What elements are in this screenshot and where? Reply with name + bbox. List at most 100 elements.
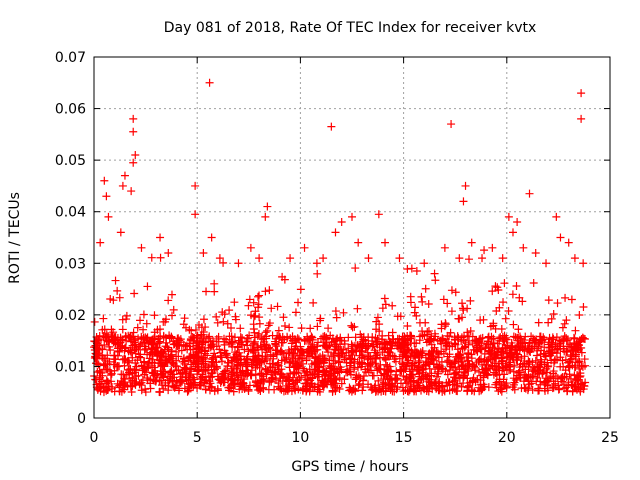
- data-point: [212, 312, 221, 321]
- data-point: [438, 334, 447, 343]
- data-point: [348, 342, 357, 351]
- data-point: [253, 292, 262, 301]
- data-point: [286, 369, 295, 378]
- y-tick-label: 0.03: [55, 256, 86, 272]
- data-point: [249, 325, 258, 334]
- data-point: [125, 370, 134, 379]
- data-point: [244, 301, 253, 310]
- data-point: [386, 385, 395, 394]
- data-point: [247, 311, 256, 320]
- data-point: [229, 362, 238, 371]
- data-point: [185, 339, 194, 348]
- data-point: [99, 383, 108, 392]
- data-point: [407, 361, 416, 370]
- data-point: [494, 345, 503, 354]
- data-point: [103, 351, 112, 360]
- data-point: [334, 344, 343, 353]
- data-point: [421, 284, 430, 293]
- data-point: [474, 337, 483, 346]
- data-point: [327, 122, 336, 131]
- data-point: [525, 189, 534, 198]
- data-point: [137, 243, 146, 252]
- data-point: [570, 254, 579, 263]
- data-point: [247, 366, 256, 375]
- data-point: [549, 334, 558, 343]
- data-point: [96, 368, 105, 377]
- data-point: [99, 332, 108, 341]
- data-point: [198, 357, 207, 366]
- data-point: [563, 335, 572, 344]
- data-point: [500, 334, 509, 343]
- data-point: [243, 370, 252, 379]
- data-point: [487, 332, 496, 341]
- data-point: [528, 358, 537, 367]
- data-point: [374, 364, 383, 373]
- data-point: [447, 120, 456, 129]
- data-point: [289, 349, 298, 358]
- data-point: [515, 293, 524, 302]
- data-point: [156, 253, 165, 262]
- data-point: [450, 357, 459, 366]
- data-point: [351, 387, 360, 396]
- data-point: [327, 352, 336, 361]
- data-point: [187, 326, 196, 335]
- data-point: [143, 374, 152, 383]
- data-point: [219, 334, 228, 343]
- data-point: [254, 351, 263, 360]
- data-point: [533, 373, 542, 382]
- data-point: [573, 358, 582, 367]
- data-point: [527, 379, 536, 388]
- x-tick-label: 20: [498, 430, 516, 446]
- data-point: [105, 342, 114, 351]
- data-point: [375, 327, 384, 336]
- data-point: [201, 347, 210, 356]
- data-point: [571, 326, 580, 335]
- data-point: [356, 374, 365, 383]
- data-point: [507, 346, 516, 355]
- data-point: [195, 336, 204, 345]
- data-point: [235, 339, 244, 348]
- data-point: [413, 367, 422, 376]
- data-point: [274, 334, 283, 343]
- data-point: [91, 341, 100, 350]
- data-point: [481, 344, 490, 353]
- data-point: [156, 233, 165, 242]
- data-point: [237, 337, 246, 346]
- data-point: [106, 371, 115, 380]
- data-point: [153, 325, 162, 334]
- data-point: [92, 343, 101, 352]
- data-point: [548, 384, 557, 393]
- data-point: [502, 383, 511, 392]
- data-point: [445, 378, 454, 387]
- data-point: [496, 385, 505, 394]
- data-point: [223, 319, 232, 328]
- data-point: [351, 333, 360, 342]
- data-point: [551, 340, 560, 349]
- data-point: [294, 385, 303, 394]
- data-point: [331, 387, 340, 396]
- data-point: [254, 329, 263, 338]
- data-point: [413, 381, 422, 390]
- data-point: [346, 370, 355, 379]
- data-point: [251, 307, 260, 316]
- data-point: [350, 322, 359, 331]
- data-point: [339, 308, 348, 317]
- x-tick-label: 15: [395, 430, 413, 446]
- data-point: [479, 315, 488, 324]
- tick-marks: [93, 56, 611, 419]
- data-point: [264, 385, 273, 394]
- data-point: [191, 210, 200, 219]
- data-point: [364, 352, 373, 361]
- data-point: [123, 381, 132, 390]
- data-point: [494, 285, 503, 294]
- data-point: [488, 287, 497, 296]
- data-point: [420, 331, 429, 340]
- data-point: [219, 317, 228, 326]
- data-point: [516, 343, 525, 352]
- data-point: [536, 350, 545, 359]
- data-point: [95, 375, 104, 384]
- data-point: [420, 259, 429, 268]
- data-point: [198, 370, 207, 379]
- data-point: [356, 330, 365, 339]
- data-point: [99, 314, 108, 323]
